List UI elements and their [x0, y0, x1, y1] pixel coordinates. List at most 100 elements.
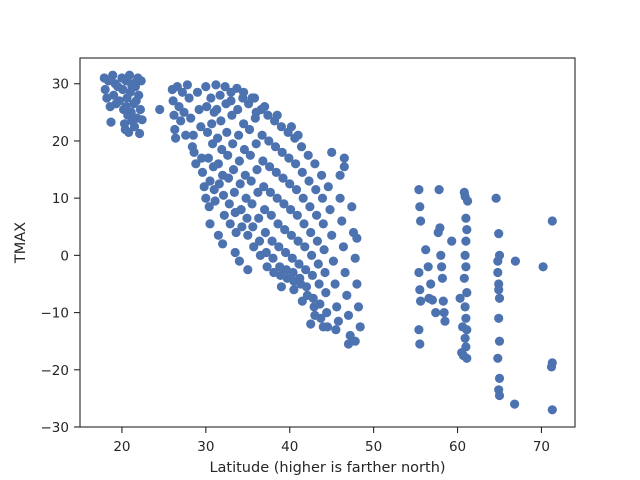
data-point [313, 259, 323, 269]
data-point [288, 267, 298, 278]
y-axis-label: TMAX [13, 222, 29, 264]
data-point [213, 230, 223, 240]
x-axis: 20 30 40 50 60 70 [113, 427, 550, 455]
plot-area [80, 58, 575, 427]
data-point [272, 110, 282, 120]
data-point [170, 124, 180, 135]
data-point [223, 150, 233, 160]
data-point [439, 308, 449, 318]
data-point [179, 107, 189, 117]
data-point [224, 199, 234, 209]
data-point [350, 253, 360, 263]
data-point [308, 293, 318, 303]
data-point [494, 279, 504, 289]
data-point [347, 202, 357, 212]
data-point [323, 182, 333, 192]
data-point [301, 265, 311, 275]
data-point [509, 399, 520, 409]
data-point [236, 205, 246, 215]
data-point [233, 104, 243, 115]
y-axis: −30 −20 −10 0 10 20 30 [41, 77, 80, 436]
data-point [317, 170, 327, 180]
data-point [272, 193, 282, 203]
data-point [293, 236, 303, 246]
data-point [337, 216, 347, 226]
data-point [343, 339, 354, 349]
plot-frame [79, 57, 576, 428]
data-point [320, 267, 330, 278]
data-point [231, 227, 241, 238]
data-point [462, 225, 472, 235]
data-point [281, 247, 291, 258]
data-point [431, 308, 441, 318]
y-tick-label: −30 [41, 420, 70, 436]
data-point [229, 187, 239, 197]
data-point [169, 110, 179, 120]
data-point [437, 262, 447, 272]
data-point [109, 90, 119, 100]
data-point [460, 250, 470, 260]
data-point [415, 285, 425, 295]
data-point [310, 310, 320, 320]
data-point [237, 222, 247, 232]
data-point [494, 229, 504, 239]
data-point [228, 165, 239, 175]
data-point [247, 199, 257, 209]
data-point [134, 90, 144, 100]
data-point [201, 82, 211, 92]
data-point [234, 256, 244, 266]
data-point [353, 302, 364, 312]
data-point [251, 107, 261, 117]
data-point [293, 130, 303, 140]
x-tick-label: 30 [197, 439, 214, 455]
data-point [228, 139, 238, 149]
data-point [462, 288, 472, 298]
data-point [494, 373, 505, 383]
data-point [245, 150, 255, 160]
data-point [191, 159, 201, 169]
data-point [301, 282, 312, 292]
data-point [206, 93, 216, 103]
data-point [239, 87, 249, 97]
data-point [415, 202, 425, 212]
data-point [312, 236, 322, 246]
data-point [213, 133, 223, 143]
data-point [251, 139, 261, 149]
data-point [455, 293, 465, 303]
data-point [327, 147, 337, 157]
data-point [321, 288, 331, 298]
data-point [188, 130, 198, 140]
data-point [315, 299, 325, 309]
data-point [461, 262, 471, 272]
data-point [447, 236, 457, 246]
data-point [252, 165, 262, 175]
x-tick-label: 70 [533, 439, 550, 455]
data-point [294, 259, 304, 269]
data-point [260, 205, 270, 215]
y-tick-label: −20 [41, 363, 70, 379]
data-point [310, 159, 320, 169]
data-point [230, 247, 240, 258]
data-point [262, 262, 272, 272]
data-point [435, 223, 445, 233]
data-point [461, 213, 471, 223]
data-point [220, 82, 230, 92]
data-point [210, 196, 220, 206]
data-point [201, 193, 211, 203]
data-point [215, 90, 225, 100]
data-point [339, 153, 349, 163]
data-point [298, 193, 308, 203]
data-point [129, 122, 140, 132]
x-tick-label: 40 [281, 439, 298, 455]
data-point [181, 130, 191, 140]
data-point [108, 70, 118, 80]
data-point [279, 199, 289, 209]
data-point [271, 167, 281, 177]
data-point [258, 156, 268, 166]
data-point [330, 279, 340, 289]
data-point [247, 93, 257, 103]
data-point [292, 210, 302, 220]
data-point [342, 290, 352, 300]
data-point [494, 293, 505, 303]
data-point [331, 325, 341, 335]
